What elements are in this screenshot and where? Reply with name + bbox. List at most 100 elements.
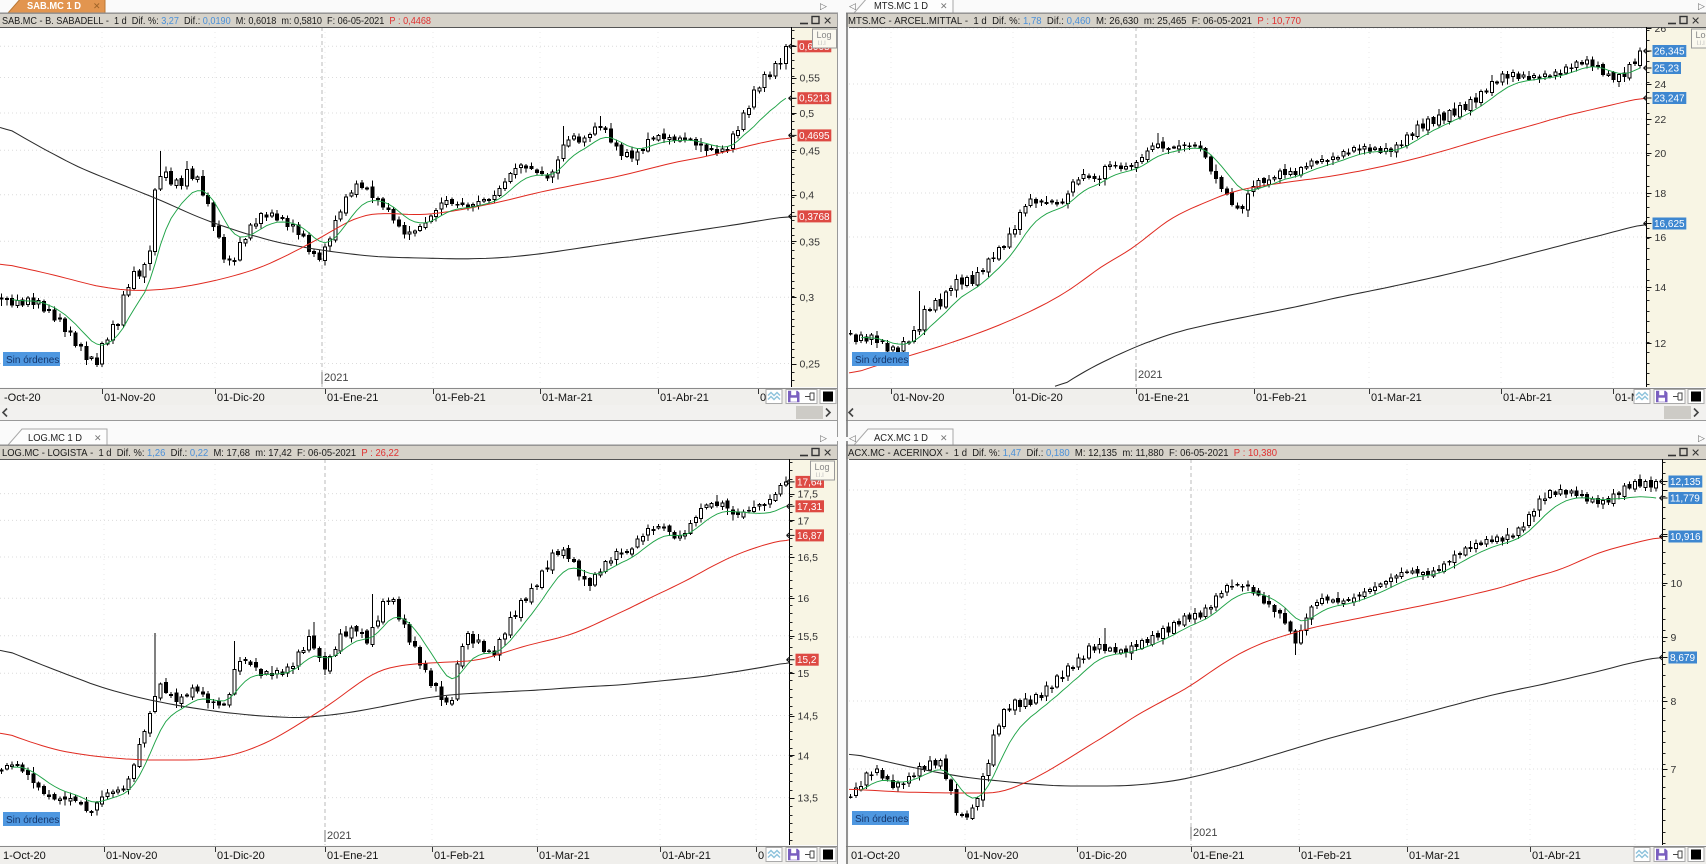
svg-text:MTS.MC 1 D: MTS.MC 1 D xyxy=(874,1,928,12)
svg-text:14,5: 14,5 xyxy=(798,711,819,723)
svg-text:01-Dic-20: 01-Dic-20 xyxy=(1015,392,1063,404)
svg-text:8: 8 xyxy=(1671,696,1677,708)
svg-text:26,345: 26,345 xyxy=(1654,47,1685,58)
svg-text:17: 17 xyxy=(798,515,810,527)
svg-text:✕: ✕ xyxy=(823,448,832,460)
svg-text:17,5: 17,5 xyxy=(798,489,819,501)
svg-text:01-Feb-21: 01-Feb-21 xyxy=(434,850,485,862)
svg-text:01-Mar-21: 01-Mar-21 xyxy=(1371,392,1422,404)
svg-text:01-Nov-20: 01-Nov-20 xyxy=(967,850,1018,862)
svg-text:15,5: 15,5 xyxy=(798,631,819,643)
svg-text:9: 9 xyxy=(1671,632,1677,644)
svg-text:◁: ◁ xyxy=(849,1,856,11)
svg-text:Sin órdenes: Sin órdenes xyxy=(855,355,908,366)
svg-text:01-Nov-20: 01-Nov-20 xyxy=(104,392,155,404)
svg-text:16: 16 xyxy=(1655,232,1667,244)
svg-text:01-Ene-21: 01-Ene-21 xyxy=(1138,392,1189,404)
svg-text:20: 20 xyxy=(1655,148,1667,160)
svg-text:01-Abr-21: 01-Abr-21 xyxy=(1532,850,1581,862)
svg-text:0: 0 xyxy=(758,850,764,862)
svg-text:10,916: 10,916 xyxy=(1670,532,1701,543)
svg-text:Sin órdenes: Sin órdenes xyxy=(6,815,59,826)
svg-text:SAB.MC - B. SABADELL - 1 d D: SAB.MC - B. SABADELL - 1 d Dif. %: 3,27 … xyxy=(2,16,431,27)
svg-text:12: 12 xyxy=(1655,338,1667,350)
svg-text:✕: ✕ xyxy=(1691,16,1700,28)
svg-text:▷: ▷ xyxy=(1698,1,1705,11)
svg-text:16,625: 16,625 xyxy=(1654,219,1685,230)
svg-text:16,87: 16,87 xyxy=(797,531,822,542)
svg-text:01-Feb-21: 01-Feb-21 xyxy=(435,392,486,404)
svg-text:▷: ▷ xyxy=(1698,433,1705,443)
svg-text:01-Dic-20: 01-Dic-20 xyxy=(217,392,265,404)
svg-text:✕: ✕ xyxy=(93,1,101,11)
svg-text:10: 10 xyxy=(1671,578,1683,590)
svg-text:I.I.I: I.I.I xyxy=(1697,41,1706,47)
svg-text:01-Ene-21: 01-Ene-21 xyxy=(1193,850,1244,862)
svg-text:01-Feb-21: 01-Feb-21 xyxy=(1301,850,1352,862)
svg-text:01-Abr-21: 01-Abr-21 xyxy=(1503,392,1552,404)
svg-text:01-Feb-21: 01-Feb-21 xyxy=(1256,392,1307,404)
svg-text:15,2: 15,2 xyxy=(797,655,817,666)
svg-text:8,679: 8,679 xyxy=(1670,653,1695,664)
svg-text:0,5213: 0,5213 xyxy=(799,94,830,105)
svg-text:Sin órdenes: Sin órdenes xyxy=(855,814,908,825)
svg-text:2021: 2021 xyxy=(1138,369,1162,381)
svg-text:SAB.MC 1 D: SAB.MC 1 D xyxy=(27,1,81,12)
svg-text:15: 15 xyxy=(798,668,810,680)
svg-text:0,55: 0,55 xyxy=(800,73,821,85)
svg-text:12,135: 12,135 xyxy=(1670,477,1701,488)
svg-text:01-Dic-20: 01-Dic-20 xyxy=(1079,850,1127,862)
svg-text:0,4: 0,4 xyxy=(800,190,815,202)
svg-text:✕: ✕ xyxy=(94,433,102,443)
svg-text:17,31: 17,31 xyxy=(797,502,822,513)
svg-text:01-Dic-20: 01-Dic-20 xyxy=(217,850,265,862)
svg-text:MTS.MC - ARCEL.MITTAL - 1 d: MTS.MC - ARCEL.MITTAL - 1 d Dif. %: 1,78… xyxy=(848,16,1301,27)
svg-text:I.I.I: I.I.I xyxy=(818,41,827,47)
svg-text:25,23: 25,23 xyxy=(1654,64,1679,75)
svg-text:01-Mar-21: 01-Mar-21 xyxy=(542,392,593,404)
svg-text:14: 14 xyxy=(1655,282,1667,294)
svg-text:24: 24 xyxy=(1655,79,1667,91)
svg-text:13,5: 13,5 xyxy=(798,793,819,805)
svg-text:0,5: 0,5 xyxy=(800,108,815,120)
svg-text:Log: Log xyxy=(1696,30,1706,40)
svg-text:0,3768: 0,3768 xyxy=(799,212,830,223)
svg-text:16: 16 xyxy=(798,593,810,605)
svg-text:2021: 2021 xyxy=(327,830,351,842)
svg-text:0,4695: 0,4695 xyxy=(799,131,830,142)
svg-text:01-Nov-20: 01-Nov-20 xyxy=(893,392,944,404)
svg-text:7: 7 xyxy=(1671,764,1677,776)
svg-text:26: 26 xyxy=(1655,23,1667,35)
svg-text:LOG.MC 1 D: LOG.MC 1 D xyxy=(28,433,82,444)
svg-text:▷: ▷ xyxy=(820,1,827,11)
svg-text:Sin órdenes: Sin órdenes xyxy=(6,355,59,366)
svg-text:▷: ▷ xyxy=(820,433,827,443)
svg-text:01-Nov-20: 01-Nov-20 xyxy=(106,850,157,862)
svg-text:2021: 2021 xyxy=(1193,827,1217,839)
svg-text:◁: ◁ xyxy=(849,433,856,443)
svg-text:0,45: 0,45 xyxy=(800,145,821,157)
svg-text:✕: ✕ xyxy=(1691,448,1700,460)
svg-text:22: 22 xyxy=(1655,114,1667,126)
svg-text:ACX.MC 1 D: ACX.MC 1 D xyxy=(874,433,928,444)
svg-text:0,3: 0,3 xyxy=(800,292,815,304)
svg-text:01-Abr-21: 01-Abr-21 xyxy=(660,392,709,404)
svg-text:-Oct-20: -Oct-20 xyxy=(4,392,41,404)
svg-text:✕: ✕ xyxy=(823,16,832,28)
svg-text:01-Abr-21: 01-Abr-21 xyxy=(662,850,711,862)
svg-text:✕: ✕ xyxy=(940,1,948,11)
svg-text:01-Oct-20: 01-Oct-20 xyxy=(851,850,900,862)
svg-text:Log: Log xyxy=(815,462,830,472)
svg-text:2021: 2021 xyxy=(324,372,348,384)
svg-text:ACX.MC - ACERINOX - 1 d Dif.: ACX.MC - ACERINOX - 1 d Dif. %: 1,47 Dif… xyxy=(848,448,1277,459)
svg-text:0,25: 0,25 xyxy=(800,359,821,371)
svg-text:I.I.I: I.I.I xyxy=(816,473,825,479)
svg-text:0,35: 0,35 xyxy=(800,236,821,248)
svg-text:11,779: 11,779 xyxy=(1670,494,1700,505)
svg-text:✕: ✕ xyxy=(940,433,948,443)
svg-text:0: 0 xyxy=(760,392,766,404)
svg-text:01-Mar-21: 01-Mar-21 xyxy=(539,850,590,862)
svg-text:23,247: 23,247 xyxy=(1654,94,1685,105)
svg-text:14: 14 xyxy=(798,750,810,762)
svg-text:LOG.MC - LOGISTA - 1 d Dif.: LOG.MC - LOGISTA - 1 d Dif. %: 1,26 Dif.… xyxy=(2,448,399,459)
